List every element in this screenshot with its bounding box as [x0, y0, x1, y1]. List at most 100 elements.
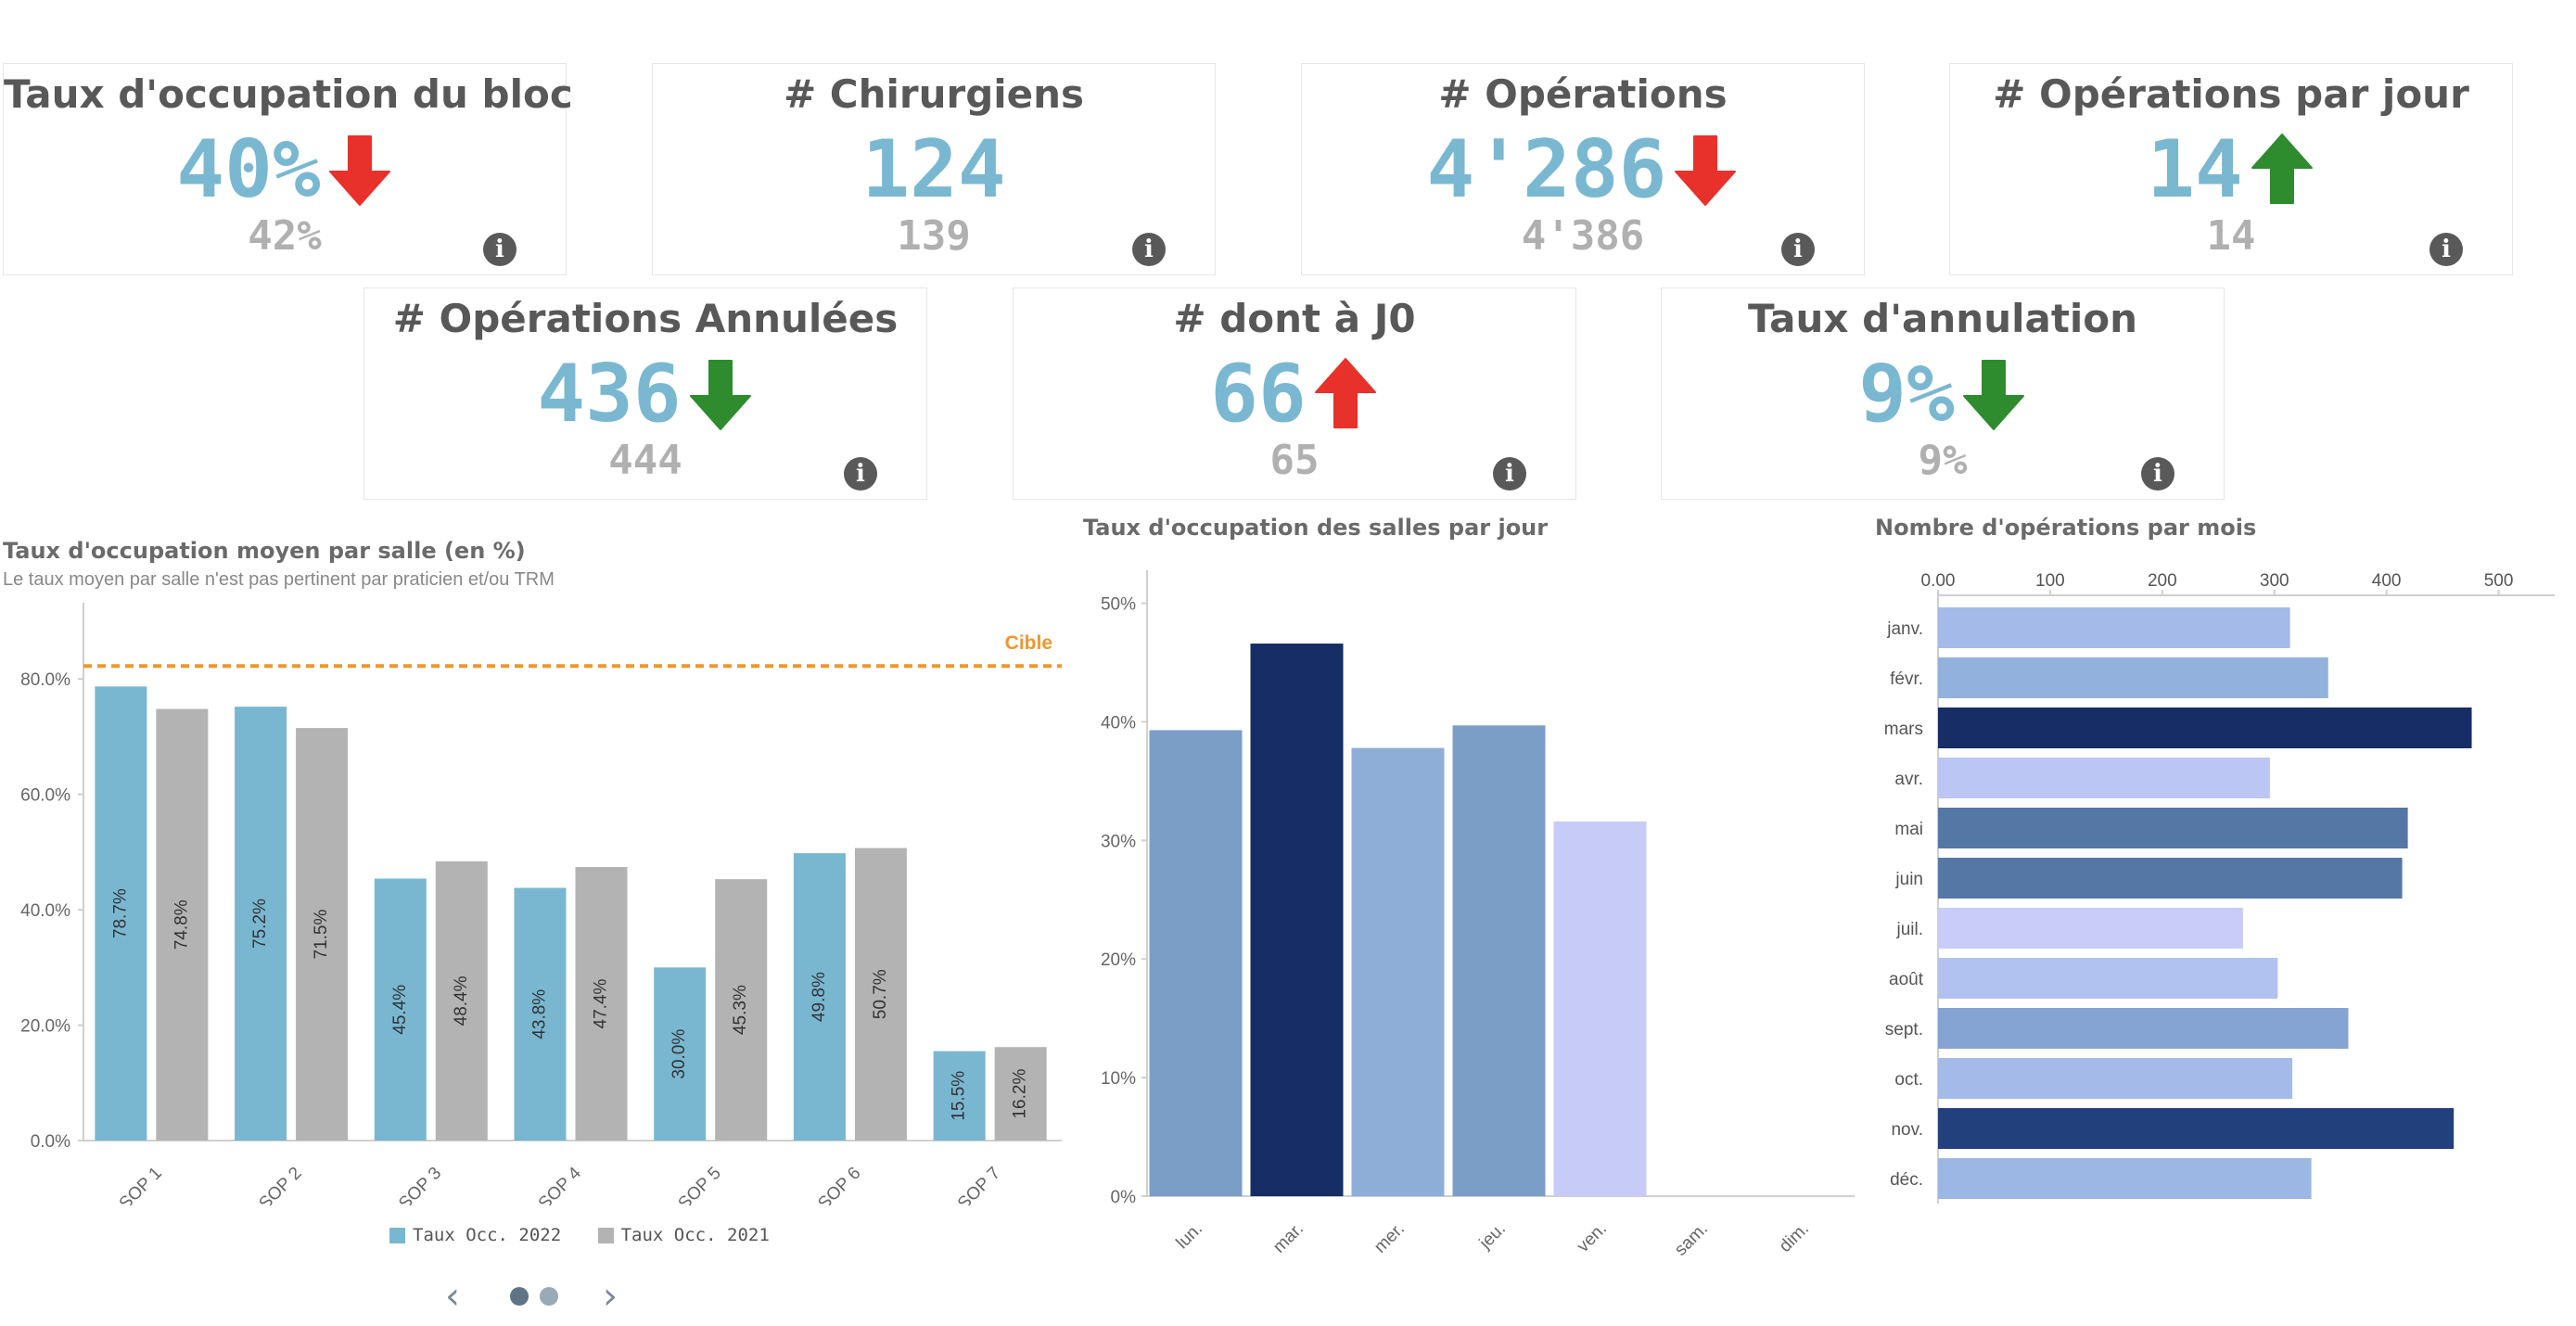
y-tick-label: 20.0%	[20, 1017, 70, 1037]
bar-2021	[296, 728, 349, 1141]
x-tick-label: 400	[2372, 571, 2402, 591]
legend-label-2022: Taux Occ. 2022	[413, 1225, 562, 1245]
legend-label-2021: Taux Occ. 2021	[620, 1225, 770, 1245]
kpi-value: 66	[1210, 348, 1307, 440]
info-icon[interactable]: i	[844, 457, 877, 491]
data-label: 74.8%	[172, 899, 191, 950]
bar-month	[1938, 657, 2328, 698]
x-tick-label: SOP 5	[675, 1164, 725, 1205]
bar-mar	[1250, 644, 1344, 1196]
y-tick-label: 0%	[1111, 1188, 1137, 1207]
info-icon[interactable]: i	[2429, 233, 2463, 266]
kpi-previous-value: 42%	[248, 212, 322, 260]
kpi-title: Taux d'annulation	[1747, 296, 2138, 341]
bar-2021	[156, 708, 209, 1141]
bar-month	[1938, 808, 2408, 848]
x-tick-label: ven.	[1574, 1219, 1611, 1256]
info-icon[interactable]: i	[1132, 233, 1166, 266]
data-label: 16.2%	[1011, 1069, 1030, 1119]
kpi-previous-value: 139	[897, 212, 971, 260]
pager-next-button[interactable]: ›	[603, 1275, 618, 1318]
x-tick-label: 300	[2260, 571, 2289, 591]
bar-2022	[374, 878, 427, 1141]
y-tick-label: janv.	[1886, 619, 1923, 639]
info-icon[interactable]: i	[483, 233, 516, 266]
bar-month	[1938, 1058, 2293, 1099]
kpi-previous-value: 444	[608, 437, 682, 484]
legend-item-2021[interactable]: Taux Occ. 2021	[597, 1225, 770, 1245]
bar-month	[1938, 607, 2290, 648]
info-icon[interactable]: i	[1493, 457, 1526, 491]
data-label: 50.7%	[871, 969, 890, 1019]
y-tick-label: oct.	[1894, 1070, 1923, 1090]
y-tick-label: 10%	[1101, 1069, 1136, 1089]
bar-2021	[435, 861, 488, 1141]
kpi-main: 4'286	[1302, 123, 1864, 216]
arrow-up-icon	[1314, 358, 1376, 428]
y-tick-label: août	[1889, 970, 1924, 989]
info-icon[interactable]: i	[2141, 457, 2174, 491]
x-tick-label: sam.	[1671, 1219, 1712, 1260]
y-tick-label: 50%	[1101, 595, 1136, 615]
kpi-value: 436	[537, 348, 682, 440]
y-tick-label: 20%	[1101, 950, 1136, 970]
bar-month	[1938, 858, 2403, 899]
y-tick-label: 30%	[1101, 832, 1136, 851]
legend-swatch-2022	[389, 1228, 405, 1243]
kpi-previous-value: 65	[1269, 437, 1320, 484]
bar-2021	[575, 867, 628, 1141]
kpi-card-5[interactable]: # Opérations Annulées 436 444 i	[363, 287, 927, 500]
kpi-card-3[interactable]: # Opérations 4'286 4'386 i	[1301, 63, 1865, 275]
bar-jeu	[1452, 725, 1546, 1196]
bar-ven	[1553, 821, 1647, 1196]
y-tick-label: 40.0%	[20, 901, 70, 921]
kpi-previous-value: 9%	[1918, 437, 1968, 484]
x-tick-label: mer.	[1371, 1219, 1409, 1257]
bar-month	[1938, 708, 2472, 748]
kpi-previous-value: 14	[2206, 212, 2256, 260]
pager-prev-button[interactable]: ‹	[445, 1275, 460, 1318]
bar-mer	[1351, 747, 1445, 1196]
legend-item-2022[interactable]: Taux Occ. 2022	[389, 1225, 561, 1245]
target-label: Cible	[1005, 632, 1052, 654]
info-icon[interactable]: i	[1781, 233, 1815, 266]
kpi-card-4[interactable]: # Opérations par jour 14 14 i	[1949, 63, 2513, 275]
kpi-main: 436	[364, 348, 926, 440]
kpi-card-2[interactable]: # Chirurgiens 124 139 i	[652, 63, 1216, 275]
bar-2022	[95, 686, 147, 1141]
kpi-main: 40%	[4, 123, 566, 216]
kpi-card-1[interactable]: Taux d'occupation du bloc 40% 42% i	[3, 63, 573, 275]
x-tick-label: 100	[2035, 571, 2065, 591]
data-label: 30.0%	[670, 1029, 689, 1079]
kpi-main: 124	[653, 123, 1215, 216]
x-tick-label: jeu.	[1475, 1219, 1510, 1254]
x-tick-label: SOP 1	[116, 1164, 166, 1205]
bar-month	[1938, 1008, 2349, 1049]
kpi-previous-value: 4'386	[1521, 212, 1645, 260]
y-tick-label: mars	[1884, 720, 1923, 739]
bar-2022	[793, 853, 846, 1141]
bar-2022	[514, 887, 567, 1141]
x-tick-label: mar.	[1269, 1219, 1307, 1257]
data-label: 71.5%	[312, 910, 331, 960]
data-label: 47.4%	[592, 978, 611, 1028]
data-label: 15.5%	[950, 1071, 969, 1121]
pager-dot-1[interactable]	[510, 1287, 529, 1306]
chart3-title: Nombre d'opérations par mois	[1875, 515, 2257, 541]
chart1-title: Taux d'occupation moyen par salle (en %)	[3, 538, 526, 564]
arrow-down-icon	[1962, 360, 2024, 430]
x-tick-label: SOP 4	[535, 1163, 585, 1205]
kpi-card-6[interactable]: # dont à J0 66 65 i	[1013, 287, 1576, 500]
chart2-title: Taux d'occupation des salles par jour	[1083, 515, 1549, 541]
data-label: 45.3%	[731, 985, 750, 1035]
bar-month	[1938, 1158, 2312, 1199]
bar-month	[1938, 758, 2270, 798]
y-tick-label: avr.	[1894, 770, 1923, 789]
y-tick-label: sept.	[1885, 1020, 1923, 1039]
kpi-title: # Chirurgiens	[783, 71, 1085, 117]
kpi-card-7[interactable]: Taux d'annulation 9% 9% i	[1661, 287, 2225, 500]
x-tick-label: SOP 2	[255, 1164, 305, 1205]
legend-swatch-2021	[597, 1228, 614, 1243]
pager-dot-2[interactable]	[540, 1287, 558, 1306]
y-tick-label: 80.0%	[20, 670, 70, 690]
